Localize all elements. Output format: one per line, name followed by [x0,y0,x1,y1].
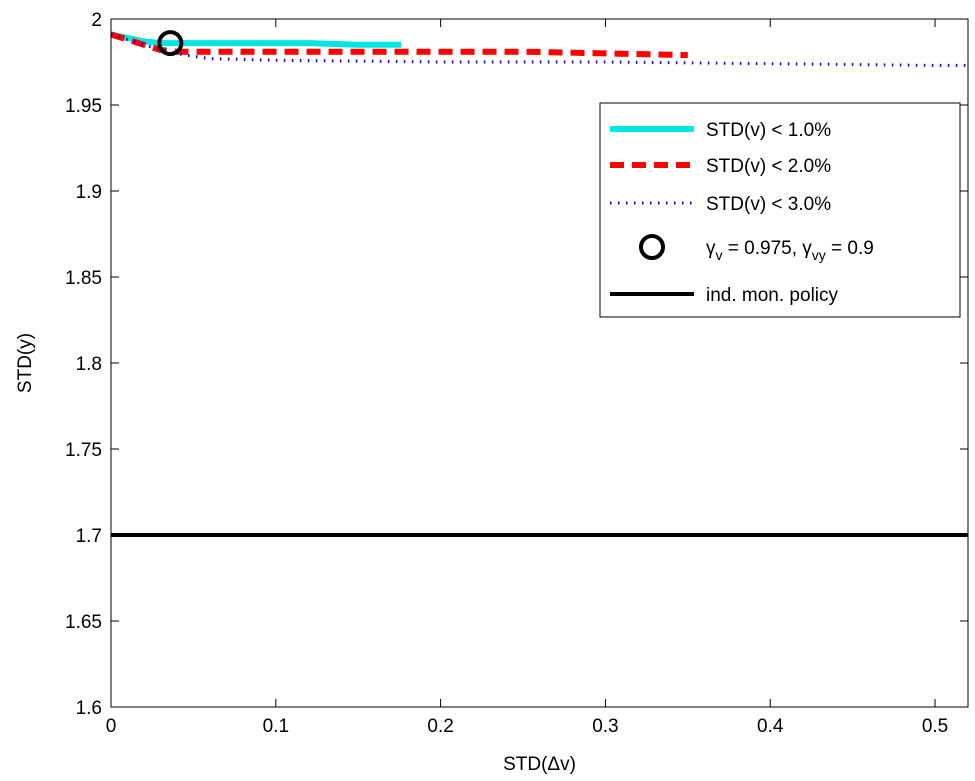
series-line-1 [110,31,402,48]
legend-text-part: = 0.9 [826,238,874,259]
y-tick-label: 1.9 [76,182,102,203]
legend-entry-label: STD(v) < 3.0% [706,194,831,215]
y-tick-label: 1.65 [65,612,102,633]
x-axis: 0 0.1 0.2 0.3 0.4 0.5 [106,19,948,737]
y-tick-label: 1.95 [65,96,102,117]
x-tick-label: 0.3 [592,716,618,737]
legend-entry-label: STD(v) < 1.0% [706,120,831,141]
legend-subscript: vy [812,247,826,263]
y-tick-label: 1.75 [65,440,102,461]
x-tick-label: 0.2 [427,716,453,737]
x-tick-label: 0 [106,716,117,737]
legend-text-part: γ [802,238,812,259]
y-axis-label: STD(y) [15,333,36,393]
plot-content [110,30,968,537]
legend-swatch-marker [639,234,665,260]
x-axis-label: STD(Δv) [503,754,576,775]
series-line-2 [110,31,688,59]
x-tick-label: 0.1 [263,716,289,737]
y-tick-label: 2 [91,10,102,31]
legend-text-part: = 0.975, [723,238,803,259]
y-tick-label: 1.7 [76,526,102,547]
y-tick-label: 1.8 [76,354,102,375]
legend-box [599,102,961,318]
legend-text-part: γ [706,238,716,259]
x-tick-label: 0.5 [922,716,948,737]
y-axis: 1.6 1.65 1.7 1.75 1.8 1.85 1.9 1.95 2 [65,10,968,719]
legend-subscript: v [716,247,723,263]
x-tick-label: 0.4 [757,716,784,737]
y-tick-label: 1.85 [65,268,102,289]
legend-entry-label: STD(v) < 2.0% [706,156,831,177]
marker-point [157,30,184,57]
legend: STD(v) < 1.0% STD(v) < 2.0% STD(v) < 3.0% γ… [599,102,961,318]
legend-entry-label: ind. mon. policy [706,285,839,306]
y-tick-label: 1.6 [76,698,102,719]
legend-entry-label: γv = 0.975, γvy = 0.9 [706,238,874,263]
